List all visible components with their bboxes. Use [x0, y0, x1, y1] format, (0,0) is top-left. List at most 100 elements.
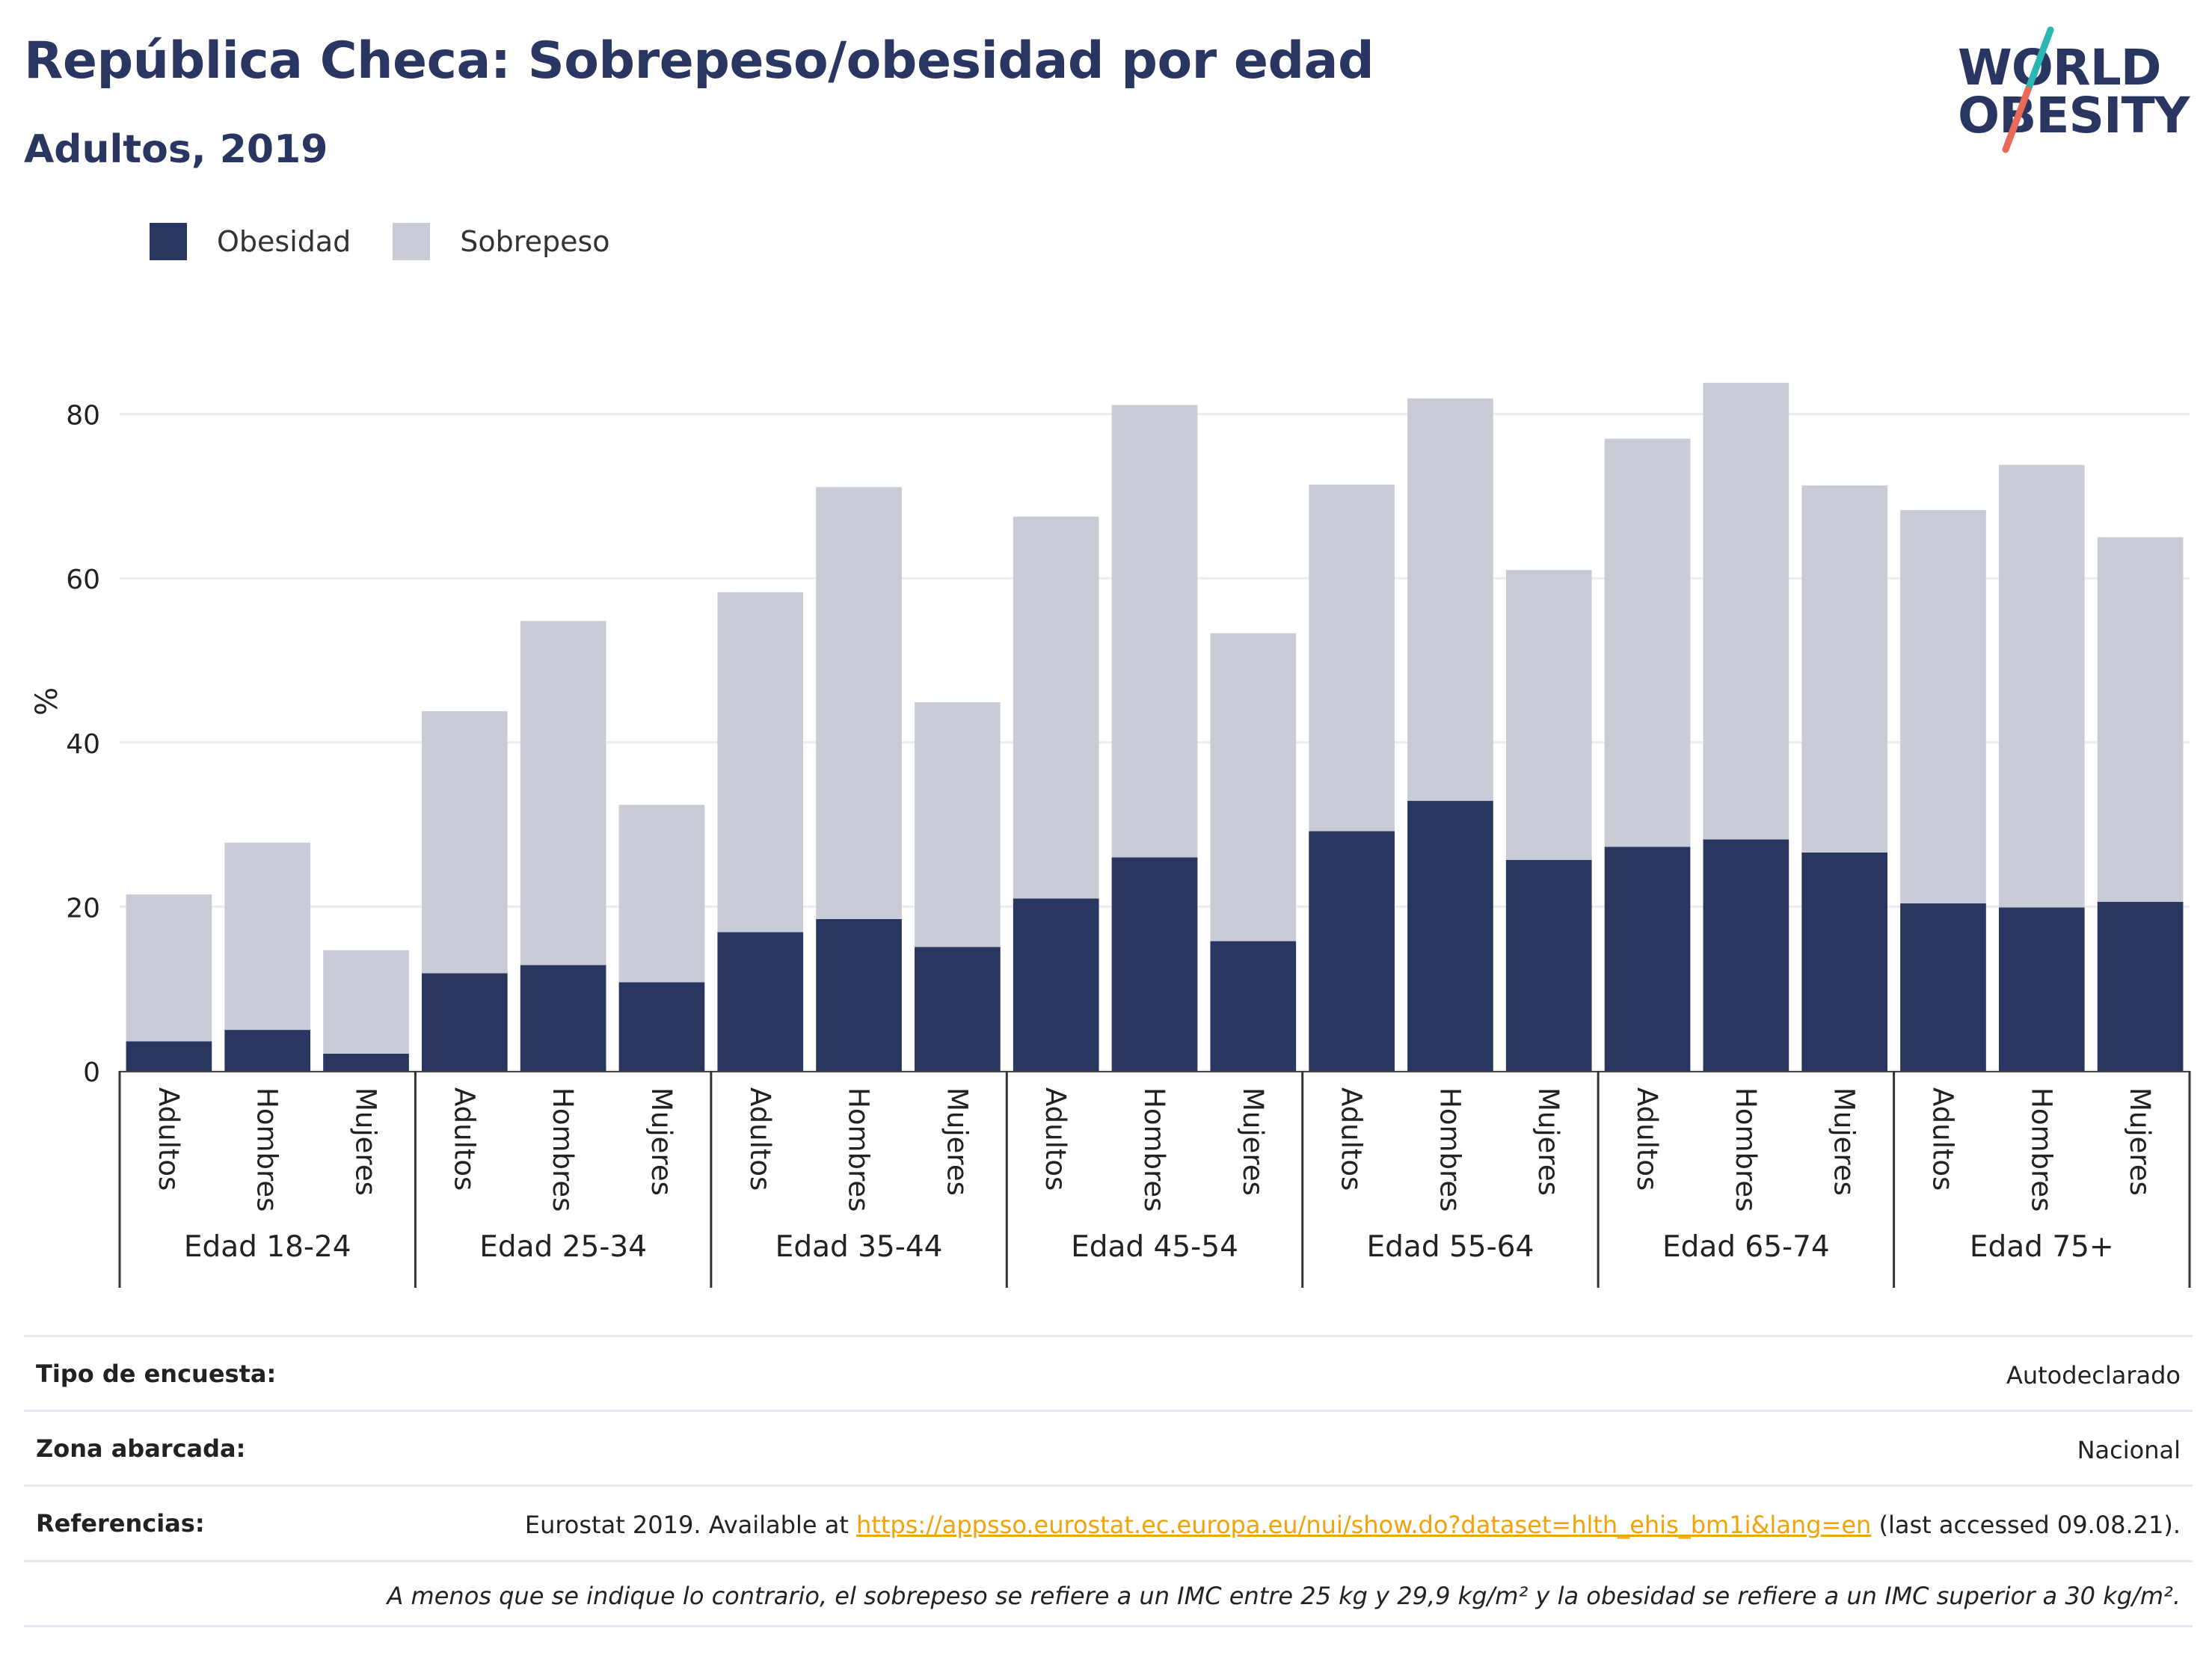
legend-item-sobrepeso: Sobrepeso — [393, 223, 610, 260]
references-prefix: Eurostat 2019. Available at — [524, 1511, 849, 1540]
bar-obesidad — [1013, 898, 1099, 1071]
x-tick-label: Adultos — [448, 1087, 480, 1191]
bar-obesidad — [1111, 857, 1198, 1071]
group-label: Edad 25-34 — [479, 1230, 647, 1264]
bar-obesidad — [1407, 800, 1493, 1071]
chart-legend: Obesidad Sobrepeso — [150, 223, 652, 260]
bar-obesidad — [618, 982, 705, 1071]
group-label: Edad 35-44 — [775, 1230, 943, 1264]
bar-obesidad — [2097, 901, 2184, 1071]
group-label: Edad 45-54 — [1071, 1230, 1238, 1264]
bar-sobrepeso — [1801, 485, 1888, 853]
x-tick-label: Hombres — [1434, 1087, 1466, 1212]
x-tick-label: Adultos — [744, 1087, 776, 1191]
bar-sobrepeso — [520, 621, 606, 965]
info-row-references: Referencias: Eurostat 2019. Available at… — [24, 1484, 2193, 1559]
x-tick-label: Hombres — [251, 1087, 283, 1212]
bar-sobrepeso — [816, 487, 902, 919]
y-tick-label: 0 — [83, 1057, 100, 1088]
bar-sobrepeso — [915, 701, 1001, 948]
bar-sobrepeso — [126, 894, 212, 1042]
area-label: Zona abarcada: — [36, 1434, 246, 1464]
bar-obesidad — [1703, 839, 1789, 1071]
bar-sobrepeso — [1309, 485, 1395, 832]
bar-sobrepeso — [1703, 382, 1789, 840]
x-tick-label: Mujeres — [1237, 1087, 1269, 1196]
logo-line2: OBESITY — [1958, 87, 2190, 144]
area-value: Nacional — [2077, 1436, 2181, 1465]
bar-sobrepeso — [421, 711, 508, 974]
x-tick-label: Mujeres — [350, 1087, 382, 1196]
x-tick-label: Mujeres — [1532, 1087, 1564, 1196]
logo-line1: WORLD — [1958, 39, 2162, 96]
x-tick-label: Hombres — [1730, 1087, 1762, 1212]
bar-obesidad — [520, 965, 606, 1071]
bar-obesidad — [1309, 831, 1395, 1071]
bar-obesidad — [1900, 903, 1986, 1071]
bar-sobrepeso — [1900, 510, 1986, 904]
bar-sobrepeso — [1210, 633, 1297, 942]
stacked-bar-chart: 0 20 40 60 80% Adultos Hombres Mujeres Adultos Ho… — [30, 382, 2191, 1288]
legend-item-obesidad: Obesidad — [150, 223, 351, 260]
info-row-area: Zona abarcada: Nacional — [24, 1410, 2193, 1484]
x-tick-label: Mujeres — [645, 1087, 678, 1196]
bar-obesidad — [915, 947, 1001, 1071]
info-table: Tipo de encuesta: Autodeclarado Zona aba… — [24, 1335, 2193, 1627]
references-label: Referencias: — [36, 1509, 205, 1538]
bar-sobrepeso — [323, 950, 409, 1054]
survey-type-label: Tipo de encuesta: — [36, 1360, 277, 1388]
bar-obesidad — [1801, 852, 1888, 1071]
logo-slash-icon — [2002, 26, 2054, 153]
x-tick-label: Hombres — [547, 1087, 579, 1212]
bar-sobrepeso — [2097, 537, 2184, 902]
bar-sobrepeso — [717, 592, 804, 933]
x-tick-label: Hombres — [843, 1087, 875, 1212]
x-tick-label: Adultos — [153, 1087, 185, 1191]
bar-sobrepeso — [1013, 516, 1099, 899]
x-tick-label: Adultos — [1336, 1087, 1368, 1191]
bar-obesidad — [1210, 941, 1297, 1071]
bar-obesidad — [1604, 847, 1691, 1071]
legend-label-sobrepeso: Sobrepeso — [460, 225, 610, 258]
bar-sobrepeso — [1111, 405, 1198, 858]
definition-note: A menos que se indique lo contrario, el … — [24, 1559, 2193, 1627]
bar-obesidad — [1998, 907, 2085, 1071]
bar-sobrepeso — [1998, 464, 2085, 908]
bar-obesidad — [224, 1030, 311, 1071]
bar-obesidad — [421, 973, 508, 1071]
x-tick-label: Mujeres — [1828, 1087, 1861, 1196]
x-tick-label: Hombres — [2025, 1087, 2057, 1212]
bar-obesidad — [816, 918, 902, 1071]
bar-obesidad — [1505, 859, 1592, 1071]
page-title: República Checa: Sobrepeso/obesidad por … — [24, 31, 1374, 90]
bar-obesidad — [323, 1053, 409, 1071]
x-tick-label: Hombres — [1138, 1087, 1170, 1212]
bar-sobrepeso — [224, 842, 311, 1031]
bar-sobrepeso — [1505, 570, 1592, 860]
bar-sobrepeso — [618, 805, 705, 983]
legend-swatch-sobrepeso — [393, 223, 431, 260]
references-value: Eurostat 2019. Available at https://apps… — [525, 1509, 2181, 1541]
bar-sobrepeso — [1604, 438, 1691, 847]
y-tick-label: 40 — [66, 729, 100, 760]
y-tick-label: 20 — [66, 893, 100, 924]
x-tick-label: Mujeres — [2124, 1087, 2156, 1196]
group-label: Edad 65-74 — [1662, 1230, 1830, 1264]
bar-obesidad — [717, 932, 804, 1071]
group-label: Edad 18-24 — [184, 1230, 351, 1264]
legend-swatch-obesidad — [150, 223, 187, 260]
x-tick-label: Adultos — [1926, 1087, 1958, 1191]
x-tick-label: Adultos — [1631, 1087, 1663, 1191]
survey-type-value: Autodeclarado — [2006, 1361, 2181, 1390]
page-subtitle: Adultos, 2019 — [24, 127, 328, 172]
legend-label-obesidad: Obesidad — [217, 225, 351, 258]
y-axis-label: % — [30, 687, 64, 716]
info-row-survey-type: Tipo de encuesta: Autodeclarado — [24, 1335, 2193, 1410]
group-label: Edad 75+ — [1970, 1230, 2114, 1264]
x-tick-label: Mujeres — [941, 1087, 973, 1196]
y-tick-label: 60 — [66, 565, 100, 595]
group-label: Edad 55-64 — [1367, 1230, 1534, 1264]
world-obesity-logo: WORLD OBESITY — [1944, 22, 2191, 157]
references-link[interactable]: https://appsso.eurostat.ec.europa.eu/nui… — [856, 1511, 1872, 1540]
x-tick-label: Adultos — [1039, 1087, 1072, 1191]
